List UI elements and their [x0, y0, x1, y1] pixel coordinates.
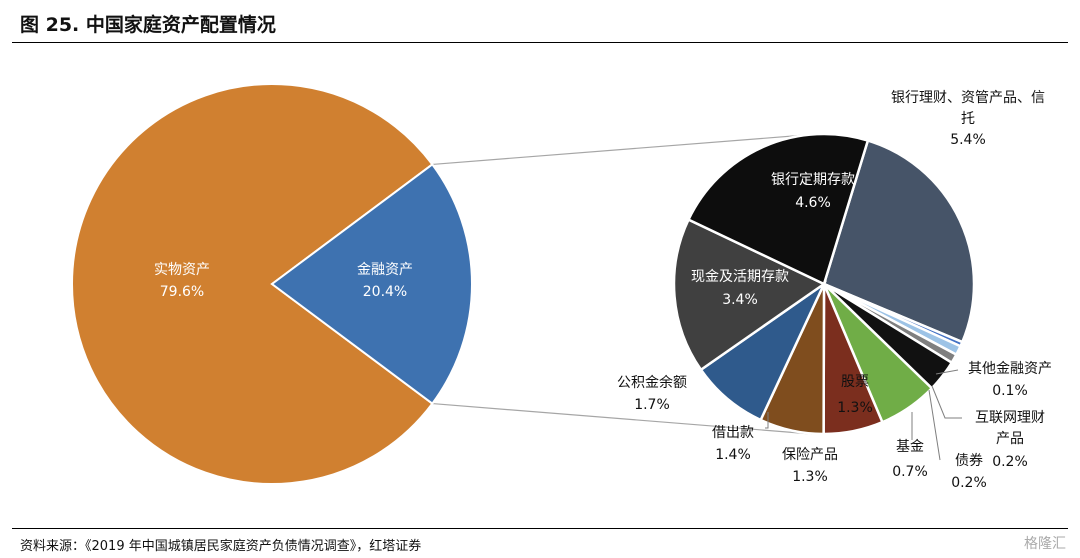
detail-leader-line-2: [931, 385, 962, 419]
detail-pie-label-2: 互联网理财: [975, 410, 1045, 426]
main-pie-slice-1: [270, 163, 473, 405]
detail-pie-slice-9: [672, 217, 827, 372]
detail-pie-value-8: 1.7%: [634, 397, 670, 413]
watermark: 格隆汇: [1024, 536, 1066, 552]
main-pie-label-0: 实物资产: [154, 262, 210, 278]
detail-pie-label-10: 银行定期存款: [771, 172, 855, 188]
detail-pie-value-7: 1.4%: [715, 447, 751, 463]
detail-pie-value-10: 4.6%: [795, 195, 831, 211]
main-pie-value-1: 20.4%: [363, 284, 407, 300]
detail-pie-label-0: 托: [961, 111, 975, 127]
detail-pie: [672, 132, 976, 436]
connector-top: [432, 133, 819, 166]
main-pie-slice-0: [71, 83, 434, 485]
detail-leader-line-1: [935, 369, 959, 375]
detail-pie-slice-10: [686, 132, 870, 286]
source-note: 资料来源：《2019 年中国城镇居民家庭资产负债情况调查》，红塔证券: [20, 539, 422, 554]
detail-pie-label-1: 其他金融资产: [968, 361, 1052, 377]
main-pie-value-0: 79.6%: [160, 284, 204, 300]
detail-pie-label-8: 公积金余额: [617, 374, 687, 391]
detail-pie-label-0: 银行理财、资管产品、信: [891, 90, 1045, 106]
detail-leader-line-3: [928, 389, 941, 461]
main-pie: [71, 83, 473, 485]
detail-pie-value-2: 0.2%: [992, 454, 1028, 470]
detail-pie-slice-0: [822, 138, 976, 344]
title-divider: [12, 42, 1068, 43]
detail-pie-value-0: 5.4%: [950, 132, 986, 148]
detail-pie-label-5: 股票: [841, 374, 869, 390]
detail-pie-value-1: 0.1%: [992, 383, 1028, 399]
connector-lines: [432, 133, 819, 435]
connector-bottom: [432, 402, 813, 435]
detail-pie-label-9: 现金及活期存款: [691, 269, 789, 285]
detail-pie-label-7: 借出款: [712, 425, 754, 441]
detail-pie-label-4: 基金: [896, 438, 924, 455]
detail-pie-value-5: 1.3%: [837, 400, 873, 416]
figure-title: 图 25. 中国家庭资产配置情况: [20, 14, 276, 36]
slice-labels: 实物资产 79.6% 金融资产 20.4% 银行理财、资管产品、信托 5.4% 其他金融资产…: [154, 90, 1052, 491]
detail-pie-value-3: 0.2%: [951, 475, 987, 491]
detail-pie-label-6: 保险产品: [782, 447, 838, 463]
detail-leader-line-7: [765, 412, 769, 429]
detail-pie-label-2: 产品: [996, 431, 1024, 447]
detail-pie-value-6: 1.3%: [792, 469, 828, 485]
detail-pie-value-4: 0.7%: [892, 464, 928, 480]
footer-divider: [12, 528, 1068, 529]
detail-pie-label-3: 债券: [955, 453, 983, 469]
main-pie-label-1: 金融资产: [357, 262, 413, 278]
detail-pie-value-9: 3.4%: [722, 292, 758, 308]
